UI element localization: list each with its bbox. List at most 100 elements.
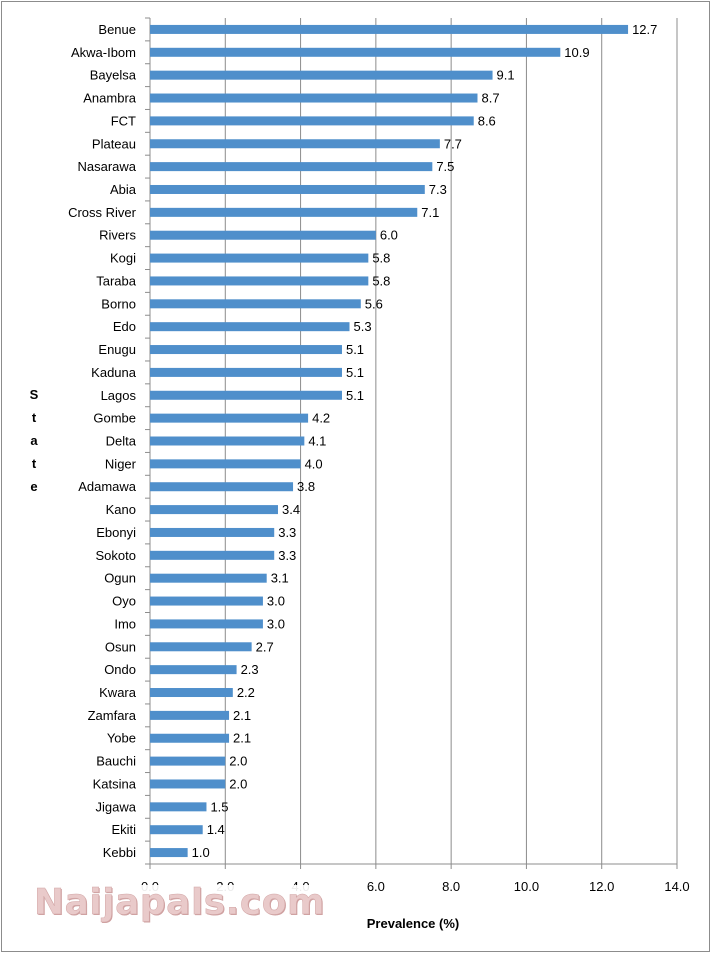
category-label: Kwara: [99, 685, 137, 700]
category-label: Bauchi: [96, 754, 136, 769]
category-label: Gombe: [93, 411, 136, 426]
bar: [150, 276, 369, 286]
data-label: 2.0: [229, 754, 247, 769]
data-label: 3.8: [297, 479, 315, 494]
bar: [150, 459, 301, 469]
bar: [150, 253, 369, 263]
data-label: 5.3: [354, 319, 372, 334]
bar: [150, 482, 294, 492]
category-label: Sokoto: [96, 548, 136, 563]
data-label: 12.7: [632, 22, 657, 37]
y-axis-title-letter: e: [30, 479, 37, 494]
y-axis-title-letter: S: [30, 387, 39, 402]
bar: [150, 367, 342, 377]
category-label: Zamfara: [88, 708, 137, 723]
bar: [150, 139, 440, 149]
bar: [150, 116, 474, 126]
category-label: Rivers: [99, 228, 136, 243]
category-label: Abia: [110, 182, 137, 197]
bar: [150, 207, 418, 217]
category-label: Katsina: [93, 776, 137, 791]
category-label: Cross River: [68, 205, 137, 220]
data-label: 9.1: [497, 68, 515, 83]
bar: [150, 756, 226, 766]
category-label: Kogi: [110, 251, 136, 266]
bar: [150, 848, 188, 858]
y-axis-title-letter: t: [32, 456, 37, 471]
x-axis-title: Prevalence (%): [367, 916, 460, 931]
category-label: Kano: [106, 502, 136, 517]
data-label: 2.0: [229, 776, 247, 791]
data-label: 2.7: [256, 639, 274, 654]
x-tick-label: 8.0: [442, 879, 460, 894]
category-label: Oyo: [112, 594, 136, 609]
data-label: 2.2: [237, 685, 255, 700]
category-label: Anambra: [83, 91, 137, 106]
bar: [150, 436, 305, 446]
bar: [150, 779, 226, 789]
data-label: 2.1: [233, 731, 251, 746]
bar: [150, 230, 376, 240]
category-label: Benue: [98, 22, 136, 37]
category-label: Jigawa: [96, 799, 137, 814]
bar: [150, 573, 267, 583]
category-label: Kaduna: [91, 365, 137, 380]
x-tick-label: 6.0: [367, 879, 385, 894]
watermark-text: Naijapals.com: [34, 882, 325, 924]
category-label: Delta: [106, 434, 137, 449]
category-label: Borno: [101, 296, 136, 311]
data-label: 3.1: [271, 571, 289, 586]
data-label: 6.0: [380, 228, 398, 243]
bar: [150, 710, 230, 720]
category-label: Ondo: [104, 662, 136, 677]
data-label: 3.4: [282, 502, 300, 517]
category-label: Osun: [105, 639, 136, 654]
data-label: 3.0: [267, 594, 285, 609]
bar: [150, 596, 263, 606]
bar: [150, 70, 493, 80]
bar: [150, 184, 425, 194]
data-label: 3.0: [267, 616, 285, 631]
bar: [150, 322, 350, 332]
bar: [150, 802, 207, 812]
data-label: 7.7: [444, 136, 462, 151]
category-label: Ogun: [104, 571, 136, 586]
bar: [150, 825, 203, 835]
category-label: Plateau: [92, 136, 136, 151]
bar: [150, 688, 233, 698]
category-label: Adamawa: [78, 479, 137, 494]
category-label: Imo: [114, 616, 136, 631]
category-label: Nasarawa: [77, 159, 136, 174]
data-label: 5.8: [372, 251, 390, 266]
bar: [150, 619, 263, 629]
data-label: 5.1: [346, 342, 364, 357]
bar: [150, 550, 275, 560]
watermark: Naijapals.com: [30, 882, 329, 925]
category-label: Ekiti: [111, 822, 136, 837]
bar: [150, 733, 230, 743]
data-label: 2.3: [241, 662, 259, 677]
bar: [150, 345, 342, 355]
bar: [150, 665, 237, 675]
y-axis-title-letter: t: [32, 410, 37, 425]
data-label: 4.0: [305, 456, 323, 471]
bar: [150, 413, 309, 423]
data-label: 8.6: [478, 113, 496, 128]
data-label: 7.5: [436, 159, 454, 174]
x-tick-label: 14.0: [664, 879, 689, 894]
category-label: FCT: [111, 113, 136, 128]
category-label: Ebonyi: [96, 525, 136, 540]
bar: [150, 505, 278, 515]
bar: [150, 162, 433, 172]
bar: [150, 390, 342, 400]
category-label: Edo: [113, 319, 136, 334]
category-label: Kebbi: [103, 845, 136, 860]
data-label: 1.4: [207, 822, 225, 837]
category-label: Enugu: [98, 342, 136, 357]
bar: [150, 24, 629, 34]
data-label: 1.5: [210, 799, 228, 814]
category-label: Taraba: [96, 273, 137, 288]
data-label: 2.1: [233, 708, 251, 723]
